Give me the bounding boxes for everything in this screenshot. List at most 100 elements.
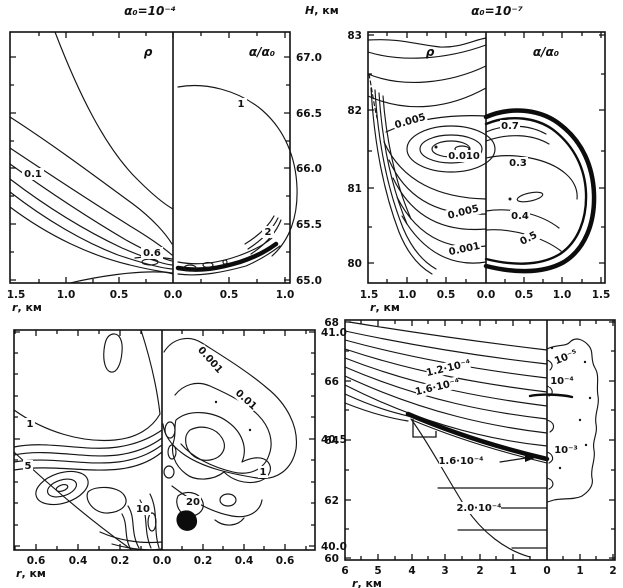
- contour-label: 10⁻⁵: [551, 346, 581, 368]
- contour-label: 0.3: [508, 157, 528, 169]
- ticks-right: [284, 56, 290, 281]
- svg-text:0.1: 0.1: [24, 169, 42, 180]
- contour-label: 2.0·10⁻⁴: [456, 502, 502, 514]
- contour-label: 0.4: [510, 210, 530, 222]
- y-tick-label: 41.0: [321, 327, 347, 339]
- x-tick-label: 0.5: [437, 289, 456, 301]
- contour-label: 0.005: [445, 202, 482, 223]
- dark-core-spot: [176, 510, 198, 531]
- contour-label: 10⁻³: [553, 444, 579, 456]
- contour-label: 0.6: [141, 247, 163, 259]
- ticks-top: [38, 32, 286, 38]
- contour-label: 2: [262, 226, 274, 238]
- x-tick-label: 0.4: [69, 555, 88, 567]
- contour-label: 0.7: [500, 120, 520, 132]
- panel-bottom-left: 1 5 10 0.001 0.01 1 20 41.0 40.5 40.0 0.…: [13, 327, 347, 580]
- svg-text:2: 2: [265, 227, 272, 238]
- svg-text:10: 10: [136, 504, 150, 515]
- panel-top-left: α₀=10⁻⁴ H, км 0.1 0.6: [7, 4, 339, 314]
- svg-text:0.010: 0.010: [448, 151, 480, 162]
- y-tick-label: 64: [324, 435, 339, 447]
- x-tick-label: 0.6: [276, 555, 295, 567]
- svg-text:0.3: 0.3: [509, 158, 527, 169]
- x-axis-title: r, км: [370, 301, 400, 314]
- plot-frame: [9, 31, 291, 284]
- x-tick-label: 1: [576, 565, 583, 577]
- panel-bottom-right: 1.2·10⁻⁴ 1.6·10⁻⁴ 1.6·10⁻⁴ 2.0·10⁻⁴ 10⁻⁵…: [324, 317, 616, 588]
- contour-label: 5: [23, 460, 33, 472]
- y-tick-label: 66: [324, 376, 339, 388]
- contour-label: 1: [258, 466, 268, 478]
- field-label-rho: ρ: [426, 45, 435, 59]
- dense-contour-band: [175, 241, 279, 272]
- y-tick-label: 66.5: [296, 108, 322, 120]
- x-tick-label: 0.2: [194, 555, 213, 567]
- y-tick-label: 40.0: [321, 541, 347, 553]
- x-tick-label: 1.0: [57, 289, 76, 301]
- y-tick-label: 40.5: [321, 434, 347, 446]
- x-tick-label: 0: [543, 565, 550, 577]
- y-tick-label: 68: [324, 317, 339, 329]
- contour-label: 0.1: [22, 168, 44, 180]
- x-axis-title: r, км: [12, 301, 42, 314]
- ticks-bottom: [360, 554, 614, 560]
- svg-text:1.6·10⁻⁴: 1.6·10⁻⁴: [414, 377, 460, 398]
- svg-text:10⁻³: 10⁻³: [554, 445, 578, 456]
- x-tick-label: 3: [441, 565, 448, 577]
- y-tick-label: 82: [347, 105, 362, 117]
- y-tick-label: 65.5: [296, 219, 322, 231]
- contour-lines-left-half: [344, 321, 550, 558]
- contour-label: 0.005: [392, 110, 429, 132]
- field-label-alpha: α/α₀: [533, 45, 560, 59]
- pointer-line: [499, 457, 527, 463]
- x-tick-label: 1.0: [553, 289, 572, 301]
- x-tick-label: 1.5: [360, 289, 379, 301]
- ticks-top: [386, 32, 602, 38]
- dense-contour-band: [405, 411, 550, 462]
- ticks-left: [368, 34, 374, 264]
- ticks-left: [10, 56, 16, 281]
- y-tick-label: 83: [347, 30, 362, 42]
- contour-label: 1.6·10⁻⁴: [438, 455, 484, 467]
- x-tick-label: 2: [609, 565, 616, 577]
- svg-text:0.6: 0.6: [143, 248, 161, 259]
- svg-text:0.001: 0.001: [448, 241, 481, 258]
- x-axis-title: r, км: [352, 577, 382, 588]
- contour-lines-alpha: [141, 84, 298, 276]
- y-tick-label: 65.0: [296, 275, 322, 287]
- x-tick-label: 1.0: [276, 289, 295, 301]
- ticks-top: [14, 330, 307, 336]
- ticks-right: [599, 34, 605, 264]
- contour-lines-density: [367, 37, 496, 275]
- x-tick-label: 0.6: [27, 555, 46, 567]
- x-tick-label: 0.0: [164, 289, 183, 301]
- field-label-rho: ρ: [144, 45, 153, 59]
- y-tick-label: 66.0: [296, 163, 322, 175]
- x-tick-label: 0.5: [515, 289, 534, 301]
- svg-text:1: 1: [27, 419, 34, 430]
- x-tick-label: 1: [509, 565, 516, 577]
- svg-text:20: 20: [186, 497, 200, 508]
- x-axis-title: r, км: [16, 567, 46, 580]
- contour-lines-density: [9, 31, 174, 284]
- contour-lines-left-half: [13, 329, 163, 551]
- svg-text:10⁻⁴: 10⁻⁴: [550, 376, 574, 387]
- ticks-right: [609, 321, 615, 559]
- svg-text:0.001: 0.001: [195, 345, 224, 376]
- y-tick-label: 60: [324, 553, 339, 565]
- plot-frame: [13, 329, 316, 551]
- x-tick-label: 5: [374, 565, 381, 577]
- svg-text:0.7: 0.7: [501, 121, 519, 132]
- svg-text:2.0·10⁻⁴: 2.0·10⁻⁴: [456, 503, 501, 514]
- x-tick-label: 1.0: [398, 289, 417, 301]
- x-tick-label: 4: [408, 565, 415, 577]
- svg-text:1: 1: [238, 99, 245, 110]
- contour-label: 10⁻⁴: [549, 375, 575, 387]
- pointer-arrowhead: [525, 454, 535, 462]
- contour-lines-alpha: [483, 108, 597, 274]
- x-tick-label: 6: [341, 565, 348, 577]
- step-contour: [412, 419, 437, 438]
- svg-text:5: 5: [25, 461, 32, 472]
